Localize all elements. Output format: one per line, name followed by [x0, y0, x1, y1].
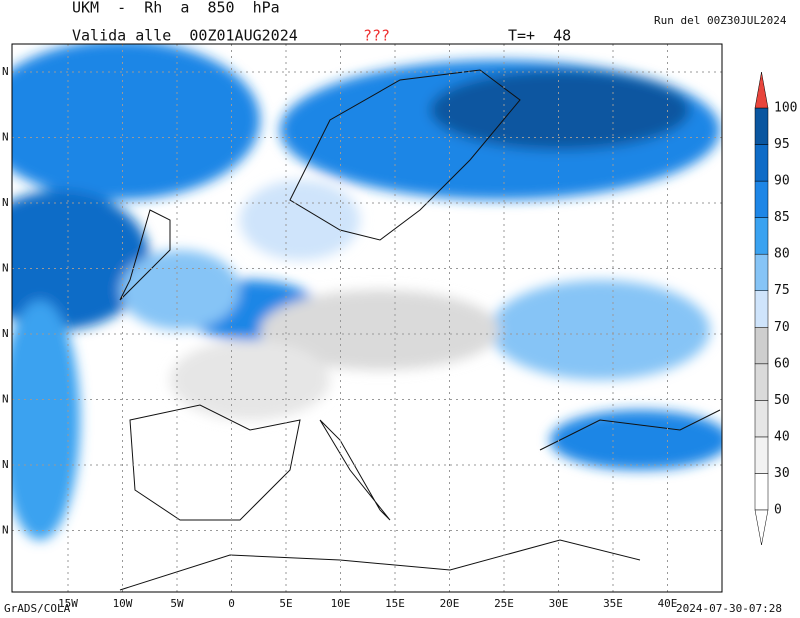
lat-label: N	[2, 65, 9, 78]
lat-label: N	[2, 262, 9, 275]
colorbar-label: 95	[774, 137, 790, 152]
lat-label: N	[2, 393, 9, 406]
lon-label: 40E	[658, 597, 678, 610]
colorbar-label: 85	[774, 210, 790, 225]
colorbar-label: 40	[774, 429, 790, 444]
colorbar-segment	[754, 290, 769, 328]
colorbar-label: 75	[774, 283, 790, 298]
forecast-step: T=+ 48	[508, 27, 571, 45]
colorbar-under	[754, 509, 769, 546]
colorbar-segment	[754, 253, 769, 291]
lat-label: N	[2, 458, 9, 471]
lon-label: 35E	[603, 597, 623, 610]
colorbar-label: 100	[774, 101, 797, 116]
colorbar-label: 60	[774, 356, 790, 371]
lon-label: 10E	[331, 597, 351, 610]
colorbar-segment	[754, 363, 769, 401]
colorbar-label: 70	[774, 320, 790, 335]
run-time: Run del 00Z30JUL2024	[654, 14, 787, 27]
map-frame	[11, 43, 723, 593]
lat-label: N	[2, 196, 9, 209]
lon-label: 20E	[440, 597, 460, 610]
lon-label: 5E	[279, 597, 292, 610]
lat-label: N	[2, 524, 9, 537]
lat-label: N	[2, 131, 9, 144]
colorbar-segment	[754, 107, 769, 145]
footer-left: GrADS/COLA	[4, 602, 71, 615]
colorbar-label: 90	[774, 174, 790, 189]
lon-label: 25E	[494, 597, 514, 610]
title: UKM - Rh a 850 hPa	[72, 0, 280, 17]
colorbar: 0 30 40 50 60 70 75 80 85 90 95 100	[754, 71, 797, 546]
map	[12, 44, 722, 592]
lon-label: 10W	[113, 597, 133, 610]
coastlines	[119, 69, 721, 591]
graticule	[12, 44, 722, 592]
colorbar-segment	[754, 400, 769, 438]
colorbar-label: 50	[774, 393, 790, 408]
colorbar-segment	[754, 327, 769, 365]
colorbar-segment	[754, 436, 769, 474]
colorbar-segment	[754, 144, 769, 182]
colorbar-label: 80	[774, 247, 790, 262]
lon-label: 5W	[170, 597, 184, 610]
lon-label: 30E	[549, 597, 569, 610]
colorbar-segment	[754, 180, 769, 218]
colorbar-label: 0	[774, 503, 782, 518]
flag: ???	[363, 27, 390, 45]
footer-right: 2024-07-30-07:28	[676, 602, 782, 615]
colorbar-segment	[754, 217, 769, 255]
lon-label: 15E	[385, 597, 405, 610]
colorbar-label: 30	[774, 466, 790, 481]
colorbar-over	[754, 71, 769, 109]
colorbar-segment	[754, 473, 769, 511]
lon-label: 15W	[58, 597, 78, 610]
lat-label: N	[2, 327, 9, 340]
valid-time: Valida alle 00Z01AUG2024	[72, 27, 298, 45]
lon-label: 0	[228, 597, 235, 610]
